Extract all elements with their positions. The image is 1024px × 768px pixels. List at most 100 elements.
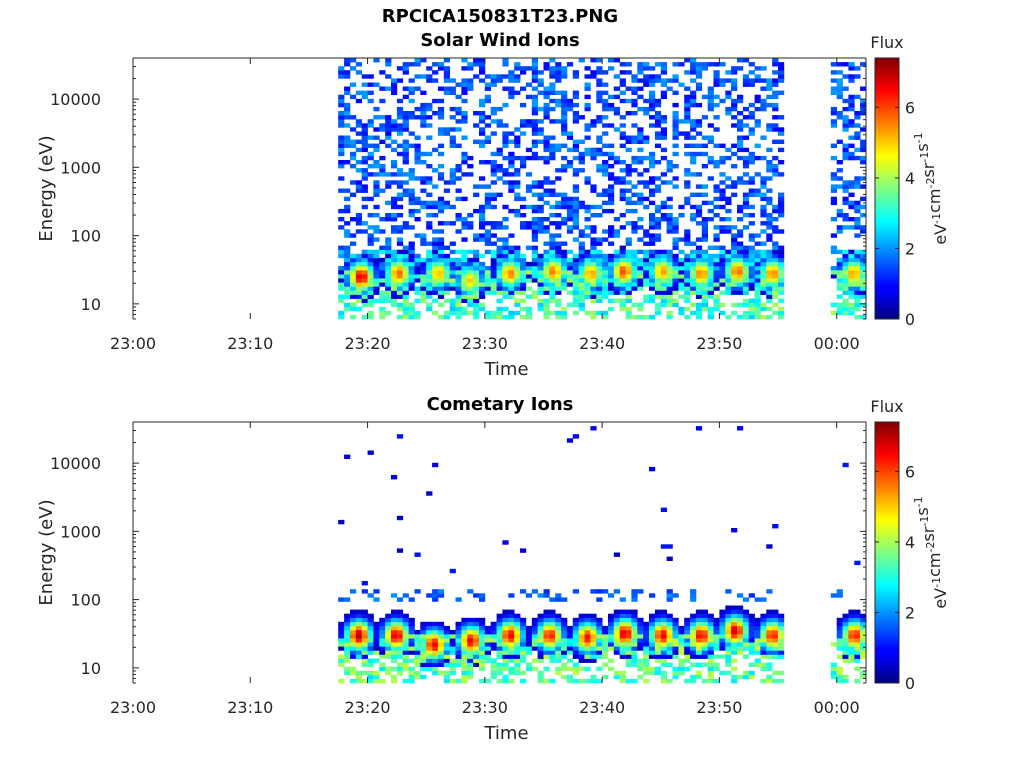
heatmap-cell xyxy=(654,270,662,275)
heatmap-cell xyxy=(350,678,357,684)
heatmap-cell xyxy=(672,184,679,189)
heatmap-cell xyxy=(561,94,568,100)
heatmap-cell xyxy=(484,86,491,91)
heatmap-cell xyxy=(414,196,421,202)
heatmap-cell xyxy=(672,131,679,136)
heatmap-cell xyxy=(426,151,433,157)
heatmap-cell xyxy=(572,617,579,623)
heatmap-cell xyxy=(338,164,345,169)
heatmap-cell xyxy=(367,310,374,316)
heatmap-cell xyxy=(660,670,667,676)
heatmap-cell xyxy=(367,634,374,639)
heatmap-cell xyxy=(701,184,708,189)
heatmap-cell xyxy=(391,261,398,267)
heatmap-cell xyxy=(561,621,568,627)
heatmap-cell xyxy=(449,568,456,574)
heatmap-cell xyxy=(584,282,591,287)
heatmap-cell xyxy=(379,188,386,193)
y-tick-label: 100 xyxy=(70,591,101,610)
heatmap-cell xyxy=(596,625,603,631)
heatmap-cell xyxy=(443,674,450,680)
heatmap-cell xyxy=(461,257,468,263)
heatmap-cell xyxy=(555,638,562,643)
heatmap-cell xyxy=(737,609,744,614)
heatmap-cell xyxy=(402,115,409,120)
heatmap-cell xyxy=(396,151,404,157)
heatmap-cell xyxy=(432,147,439,153)
heatmap-cell xyxy=(854,274,861,279)
heatmap-cell xyxy=(490,233,497,238)
heatmap-cell xyxy=(672,621,679,627)
heatmap-cell xyxy=(643,249,650,255)
heatmap-cell xyxy=(719,290,726,295)
heatmap-cell xyxy=(619,630,626,635)
heatmap-cell xyxy=(402,86,409,91)
heatmap-cell xyxy=(748,621,755,627)
heatmap-cell xyxy=(619,674,626,680)
heatmap-cell xyxy=(543,200,550,206)
heatmap-cell xyxy=(449,678,456,684)
heatmap-cell xyxy=(719,670,726,676)
heatmap-cell xyxy=(596,274,603,279)
heatmap-cell xyxy=(367,266,374,271)
heatmap-cell xyxy=(443,662,450,667)
heatmap-cell xyxy=(637,200,644,206)
heatmap-cell xyxy=(461,115,468,120)
heatmap-cell xyxy=(338,646,345,651)
heatmap-cell xyxy=(437,127,445,132)
x-tick-label: 23:10 xyxy=(227,698,273,717)
heatmap-cell xyxy=(543,176,550,181)
heatmap-cell xyxy=(496,249,503,255)
heatmap-cell xyxy=(543,229,550,234)
heatmap-cell xyxy=(514,192,521,197)
heatmap-cell xyxy=(479,270,486,275)
heatmap-cell xyxy=(760,638,767,643)
heatmap-cell xyxy=(660,507,667,512)
heatmap-cell xyxy=(836,70,843,75)
heatmap-cell xyxy=(742,58,750,63)
heatmap-cell xyxy=(361,74,368,79)
heatmap-cell xyxy=(690,249,697,255)
heatmap-cell xyxy=(842,180,849,185)
heatmap-cell xyxy=(385,298,392,303)
heatmap-cell xyxy=(772,286,779,291)
heatmap-cell xyxy=(760,155,767,161)
heatmap-cell xyxy=(666,196,673,202)
heatmap-cell xyxy=(713,62,720,67)
heatmap-cell xyxy=(842,630,849,635)
heatmap-cell xyxy=(566,135,574,140)
heatmap-cell xyxy=(496,225,503,230)
heatmap-cell xyxy=(684,70,691,75)
heatmap-cell xyxy=(713,621,720,627)
heatmap-cell xyxy=(373,225,380,230)
heatmap-cell xyxy=(725,662,732,667)
heatmap-cell xyxy=(713,678,720,684)
heatmap-cell xyxy=(654,184,662,189)
heatmap-cell xyxy=(555,200,562,206)
heatmap-cell xyxy=(402,225,409,230)
heatmap-cell xyxy=(737,674,744,680)
heatmap-cell xyxy=(725,314,732,320)
heatmap-cell xyxy=(555,253,562,259)
heatmap-cell xyxy=(578,298,585,303)
heatmap-cell xyxy=(391,196,398,202)
heatmap-cell xyxy=(508,139,515,144)
heatmap-cell xyxy=(860,184,867,189)
heatmap-cell xyxy=(355,282,362,287)
heatmap-cell xyxy=(695,609,703,614)
heatmap-cell xyxy=(678,634,685,639)
heatmap-cell xyxy=(848,282,855,287)
heatmap-cell xyxy=(778,630,785,635)
heatmap-cell xyxy=(725,94,732,100)
heatmap-cell xyxy=(766,666,773,672)
heatmap-cell xyxy=(338,286,345,291)
heatmap-cell xyxy=(543,654,550,659)
heatmap-cell xyxy=(549,188,556,193)
heatmap-cell xyxy=(619,196,626,202)
heatmap-cell xyxy=(596,654,603,659)
heatmap-cell xyxy=(432,266,439,271)
heatmap-cell xyxy=(373,670,380,676)
heatmap-cell xyxy=(649,225,656,230)
heatmap-cell xyxy=(520,131,527,136)
heatmap-cell xyxy=(355,654,362,659)
